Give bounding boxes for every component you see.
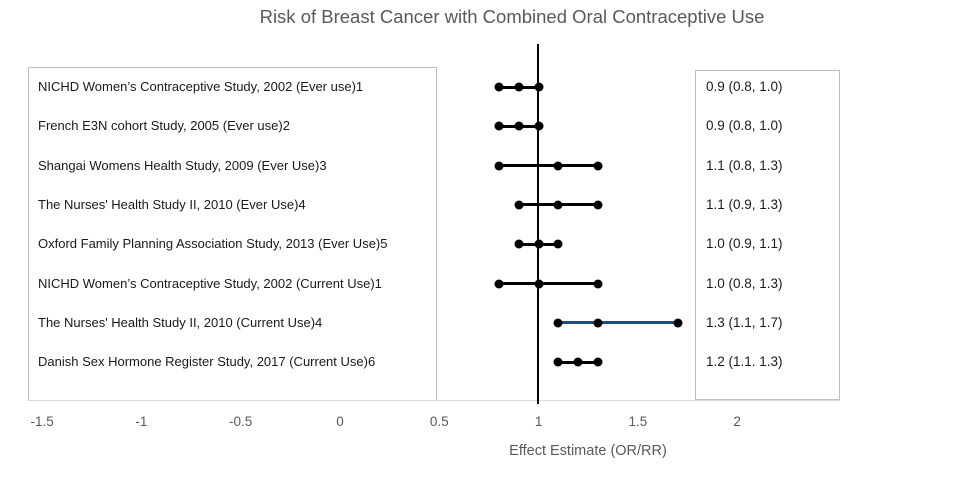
data-point [593,200,603,210]
data-point [593,279,603,288]
x-tick-label: -1.5 [30,414,54,429]
data-point [514,82,524,92]
data-point [553,239,563,249]
reference-line [537,44,539,404]
chart-title: Risk of Breast Cancer with Combined Oral… [259,6,765,27]
data-point [514,200,524,210]
value-label: 0.9 (0.8, 1.0) [706,118,783,134]
x-tick-label: 0 [336,414,344,429]
data-point [553,200,563,210]
data-point [553,318,563,328]
data-point [553,357,563,367]
study-label: The Nurses' Health Study II, 2010 (Ever … [38,196,306,212]
data-point [573,357,583,367]
value-labels-box [695,70,840,400]
study-label: The Nurses' Health Study II, 2010 (Curre… [38,314,323,330]
data-point [534,82,544,92]
data-point [553,161,563,171]
data-point [534,279,544,288]
value-label: 1.0 (0.8, 1.3) [706,275,783,291]
study-label: NICHD Women’s Contraceptive Study, 2002 … [38,79,364,94]
data-point [593,357,603,367]
x-axis-line [28,400,840,401]
value-label: 1.3 (1.1, 1.7) [706,314,783,330]
ci-line [498,282,599,285]
x-axis-title: Effect Estimate (OR/RR) [509,443,667,459]
x-tick-label: 0.5 [429,414,449,429]
study-label: Shangai Womens Health Study, 2009 (Ever … [38,157,327,173]
value-label: 1.1 (0.9, 1.3) [706,196,783,212]
data-point [494,82,504,92]
data-point [593,161,603,171]
study-label: Danish Sex Hormone Register Study, 2017 … [38,354,376,370]
data-point [514,121,524,131]
data-point [514,239,524,249]
study-labels-box [28,67,437,401]
x-tick-label: 2 [733,414,741,429]
study-label: NICHD Women’s Contraceptive Study, 2002 … [38,275,382,291]
value-label: 1.1 (0.8, 1.3) [706,157,783,173]
study-label: French E3N cohort Study, 2005 (Ever use)… [38,118,290,134]
data-point [534,121,544,131]
x-tick-label: 1.5 [628,414,648,429]
value-label: 0.9 (0.8, 1.0) [706,79,783,94]
data-point [593,318,603,328]
data-point [494,279,504,288]
data-point [494,161,504,171]
x-tick-label: 1 [534,414,543,429]
ci-line [498,164,599,168]
data-point [534,239,544,249]
data-point [673,318,683,328]
data-point [494,121,504,131]
x-tick-label: -1 [135,414,148,429]
value-label: 1.2 (1.1. 1.3) [706,354,783,370]
ci-line [558,321,678,325]
value-label: 1.0 (0.9, 1.1) [706,236,783,252]
study-label: Oxford Family Planning Association Study… [38,236,388,252]
x-tick-label: -0.5 [229,414,253,429]
